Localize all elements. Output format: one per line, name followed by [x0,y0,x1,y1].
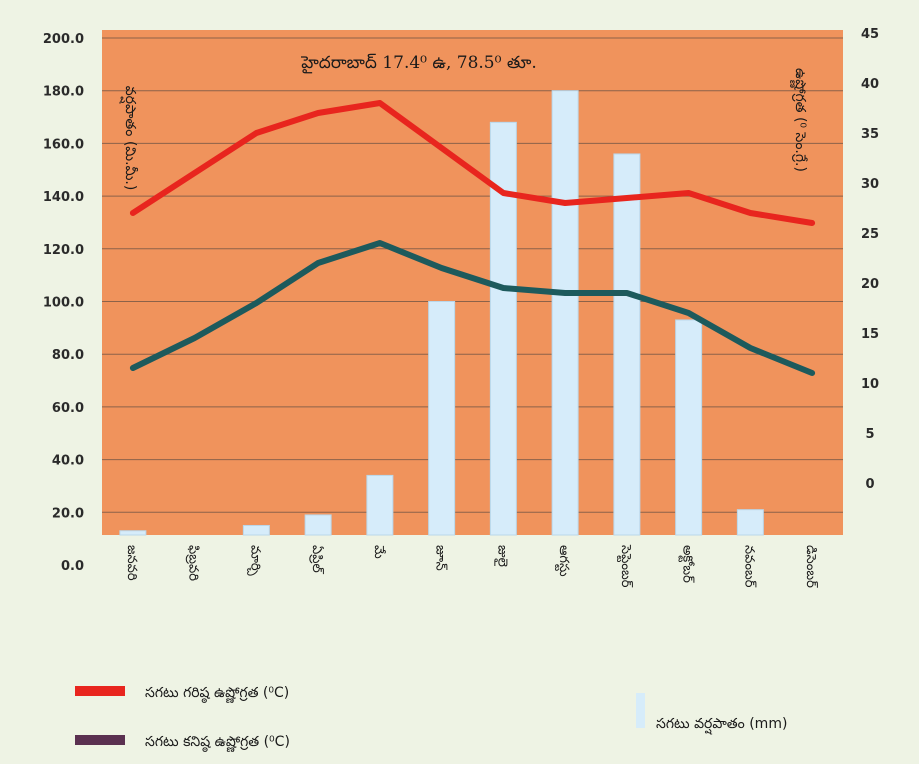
right-tick-label: 20 [861,277,879,292]
left-tick-label: 0.0 [61,559,84,574]
legend-max-swatch [75,686,125,696]
min-temp-line [129,240,816,376]
plot-background [102,30,843,535]
right-tick-label: 0 [865,477,874,492]
rainfall-bar [366,474,394,536]
month-label: జూన్ [433,545,448,571]
rainfall-bar [304,514,332,536]
month-label: ఫిబ్రవరి [186,545,201,581]
rainfall-bar [675,319,703,536]
rainfall-bars [119,90,764,536]
month-label: మే [371,545,386,559]
rainfall-bar [736,509,764,536]
left-tick-label: 140.0 [43,190,84,205]
left-tick-label: 60.0 [52,401,84,416]
month-labels: జనవరి ఫిబ్రవరి మార్చి ఏప్రిల్ మే జూన్ జులై ఆగస్… [124,544,818,588]
left-tick-label: 80.0 [52,348,84,363]
rainfall-bar [242,524,270,536]
right-axis-label: ఉష్ణోగ్రత (⁰ సెం.గ్రే.) [790,68,808,172]
month-label: అక్టోబర్ [678,545,696,583]
right-tick-label: 25 [861,227,879,242]
chart-title: హైదరాబాద్ 17.4⁰ ఉ, 78.5⁰ తూ. [300,53,537,74]
rainfall-bar [428,301,456,536]
left-tick-label: 20.0 [52,506,84,521]
right-axis-ticks: 45 40 35 30 25 20 15 10 5 0 [861,27,879,492]
rainfall-bar [551,90,579,536]
month-label: ఏప్రిల్ [309,545,324,574]
month-label: మార్చి [246,545,262,576]
legend-min-label: సగటు కనిష్ఠ ఉష్ణోగ్రత (⁰C) [145,734,290,752]
left-tick-label: 100.0 [43,296,84,311]
month-label: సెప్టెంబర్ [616,544,633,588]
temperature-lines [129,100,816,376]
right-tick-label: 10 [861,377,879,392]
left-tick-label: 200.0 [43,32,84,47]
right-tick-label: 15 [861,327,879,342]
max-temp-line [129,100,816,226]
left-tick-label: 120.0 [43,243,84,258]
rainfall-bar [119,530,147,536]
left-axis-label: వర్షపాతం (మి.మీ.) [119,86,138,191]
legend-max-label: సగటు గరిష్ఠ ఉష్ణోగ్రత (⁰C) [145,685,289,703]
right-tick-label: 45 [861,27,879,42]
right-tick-label: 5 [865,427,874,442]
left-tick-label: 160.0 [43,137,84,152]
left-axis-ticks: 200.0 180.0 160.0 140.0 120.0 100.0 80.0 60.0 40… [43,32,84,574]
left-tick-label: 40.0 [52,454,84,469]
legend-min-swatch [75,735,125,745]
right-tick-label: 35 [861,127,879,142]
legend-rain-swatch [636,693,645,728]
left-tick-label: 180.0 [43,85,84,100]
month-label: జనవరి [124,545,139,581]
right-tick-label: 40 [861,77,879,92]
month-label: జులై [493,545,509,567]
rainfall-bar [613,153,641,536]
month-label: ఆగస్టు [554,545,571,577]
legend-rain-label: సగటు వర్షపాతం (mm) [656,716,787,735]
gridlines [102,37,843,513]
right-tick-label: 30 [861,177,879,192]
month-label: నవంబర్ [741,545,756,588]
month-label: డిసెంబర్ [803,545,818,588]
